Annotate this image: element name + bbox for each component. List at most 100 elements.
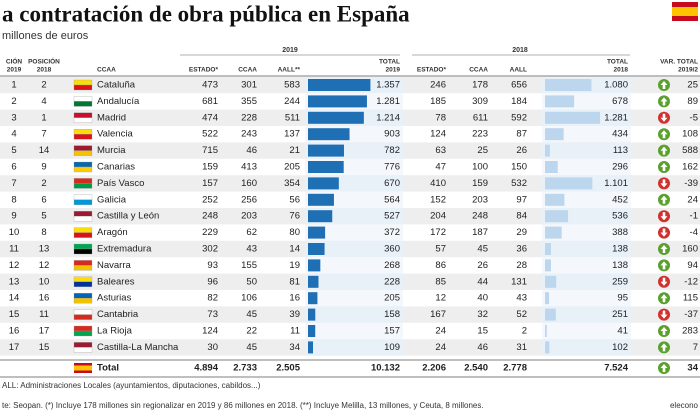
region-flag [73, 260, 93, 266]
cell: 159 [472, 178, 488, 189]
region-flag [73, 281, 93, 287]
total-cell: Total [97, 363, 119, 374]
cell: 19 [289, 260, 300, 271]
region-flag [73, 183, 93, 189]
bar-bg [305, 322, 403, 340]
total-bar [308, 193, 334, 206]
bar-bg [542, 257, 631, 274]
group-label: 2018 [512, 47, 528, 54]
cell: 157 [202, 178, 218, 189]
cell: 108 [682, 129, 698, 140]
region-flag [73, 325, 93, 332]
region-flag [73, 309, 93, 315]
total-bar [545, 193, 565, 206]
trend-arrow [660, 343, 668, 352]
total-cell: 34 [687, 363, 698, 374]
column-header: 2019/2 [678, 67, 698, 74]
cell: 31 [516, 342, 527, 353]
total-bar [308, 259, 321, 272]
cell: 656 [511, 80, 527, 91]
region-flag [73, 330, 93, 337]
cell: 15 [39, 342, 50, 353]
total-bar [308, 243, 325, 255]
cell: 26 [516, 145, 527, 156]
region-flag [73, 314, 93, 320]
cell: 24 [435, 326, 446, 337]
region-flag [73, 79, 93, 86]
cell: -12 [684, 276, 698, 287]
cell: 29 [516, 227, 527, 238]
cell: 452 [612, 194, 628, 205]
total-bar [545, 275, 557, 288]
total-cell: 4.894 [194, 363, 218, 374]
total-bar [545, 79, 592, 91]
cell: 11 [290, 326, 300, 337]
region-flag [73, 145, 93, 151]
bar-bg [542, 158, 631, 176]
cell: 96 [207, 276, 218, 287]
region-flag [73, 276, 93, 282]
cell: 15 [9, 309, 20, 320]
region-flag [73, 227, 93, 233]
total-bar [308, 161, 344, 173]
cell: 12 [435, 293, 446, 304]
cell: 259 [612, 276, 628, 287]
cell: 13 [39, 244, 50, 255]
cell: Baleares [97, 276, 135, 287]
cell: 36 [516, 244, 527, 255]
total-bar [545, 341, 550, 354]
region-flag [73, 342, 93, 348]
cell: 252 [202, 194, 218, 205]
cell: 57 [435, 244, 446, 255]
column-header: TOTAL [379, 59, 400, 66]
trend-arrow [660, 97, 668, 106]
cell: 32 [477, 309, 488, 320]
cell: 204 [430, 211, 446, 222]
cell: 301 [241, 80, 257, 91]
bar-bg [542, 240, 631, 258]
trend-arrow [660, 179, 668, 188]
cell: 229 [202, 227, 218, 238]
region-flag [73, 211, 93, 217]
cell: 203 [241, 211, 257, 222]
cell: -5 [690, 112, 698, 123]
cell: 138 [612, 260, 628, 271]
cell: Castilla y León [97, 211, 159, 222]
cell: 50 [246, 276, 257, 287]
cell: 85 [435, 276, 446, 287]
column-header: CCAA [469, 67, 488, 74]
cell: 47 [435, 162, 446, 173]
cell: 46 [477, 342, 488, 353]
cell: 228 [241, 112, 257, 123]
cell: 16 [289, 293, 300, 304]
column-header: CCAA [97, 67, 116, 74]
cell: 172 [430, 227, 446, 238]
column-header: 2019 [7, 67, 22, 74]
region-flag [73, 178, 93, 184]
title: a contratación de obra pública en España [2, 1, 410, 26]
total-bar [545, 111, 601, 124]
subtitle: millones de euros [2, 30, 89, 42]
bar-bg [542, 290, 631, 307]
cell: 162 [682, 162, 698, 173]
cell: 2 [522, 326, 527, 337]
cell: Madrid [97, 112, 126, 123]
trend-arrow [660, 195, 668, 204]
cell: 10 [39, 276, 50, 287]
cell: 34 [289, 342, 300, 353]
cell: 131 [511, 276, 527, 287]
region-flag [73, 265, 93, 271]
column-header: AALL** [278, 67, 301, 74]
total-bar [545, 95, 575, 108]
total-cell: 7.524 [604, 363, 628, 374]
note: ALL: Administraciones Locales (ayuntamie… [2, 381, 261, 390]
total-bar [308, 210, 333, 223]
cell: 43 [246, 244, 257, 255]
cell: 43 [516, 293, 527, 304]
total-bar [308, 325, 316, 337]
trend-arrow [660, 261, 668, 270]
cell: 15 [477, 326, 488, 337]
cell: 76 [289, 211, 300, 222]
cell: 157 [384, 326, 400, 337]
